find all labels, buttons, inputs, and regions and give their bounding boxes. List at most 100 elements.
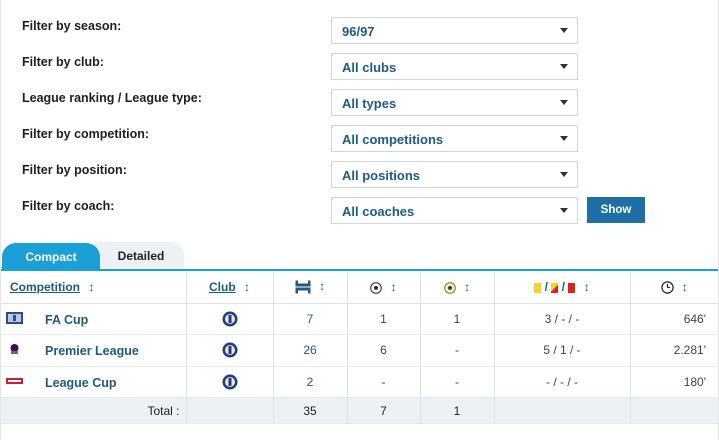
table-row: League Cup 2 - - - / - / - 180' xyxy=(1,366,718,398)
sort-icon[interactable]: ↕ xyxy=(583,279,590,294)
club-crest-icon xyxy=(222,311,237,327)
minutes-cell: 646' xyxy=(683,311,706,326)
competition-link[interactable]: Premier League xyxy=(45,344,139,358)
red-card-icon xyxy=(568,282,576,293)
club-header-label[interactable]: Club xyxy=(208,279,236,294)
cards-header[interactable]: / / ↕ xyxy=(494,271,631,303)
competition-cell[interactable]: FA Cup xyxy=(1,303,187,335)
tab-compact[interactable]: Compact xyxy=(2,243,100,270)
competition-select-value: All competitions xyxy=(342,132,444,147)
competition-header[interactable]: Competition ↕ xyxy=(1,271,187,303)
goals-cell: 6 xyxy=(347,334,421,366)
total-label: Total : xyxy=(1,397,187,424)
chevron-down-icon xyxy=(560,64,568,69)
filter-coach-label: Filter by coach: xyxy=(22,199,115,213)
appearances-value[interactable]: 2 xyxy=(306,374,314,389)
season-select-value: 96/97 xyxy=(342,24,375,39)
minutes-cell: 2.281' xyxy=(673,343,706,358)
total-cards-cell xyxy=(494,397,631,424)
total-row: Total : 35 7 1 xyxy=(1,397,718,424)
tab-detailed[interactable]: Detailed xyxy=(86,242,184,270)
appearances-icon xyxy=(294,280,311,294)
sort-icon[interactable]: ↕ xyxy=(319,279,326,294)
appearances-cell[interactable]: 26 xyxy=(273,334,348,366)
competition-header-label[interactable]: Competition xyxy=(10,279,80,294)
fa-cup-logo xyxy=(6,311,23,324)
total-goals: 7 xyxy=(347,397,421,424)
assists-cell: 1 xyxy=(420,303,495,335)
assist-ball-icon xyxy=(444,281,456,294)
club-select[interactable]: All clubs xyxy=(331,53,578,80)
panel-border-left xyxy=(0,0,1,440)
tab-detailed-label: Detailed xyxy=(117,249,165,263)
coach-select-value: All coaches xyxy=(342,204,415,219)
filter-club-label: Filter by club: xyxy=(22,55,104,69)
goals-header[interactable]: ↕ xyxy=(347,271,421,303)
total-minutes-cell xyxy=(630,398,718,424)
position-select[interactable]: All positions xyxy=(331,161,578,188)
cards-cell: 5 / 1 / - xyxy=(494,334,631,366)
competition-cell[interactable]: League Cup xyxy=(1,366,187,398)
assists-cell: - xyxy=(420,334,495,366)
stats-table: Competition ↕ Club ↕ ↕ xyxy=(1,271,718,424)
ball-icon xyxy=(370,281,383,294)
coach-select[interactable]: All coaches xyxy=(331,197,578,224)
league-type-select[interactable]: All types xyxy=(331,89,578,116)
sort-icon[interactable]: ↕ xyxy=(681,279,688,294)
premier-league-logo xyxy=(6,343,23,355)
appearances-header[interactable]: ↕ xyxy=(273,271,348,303)
table-row: FA Cup 7 1 1 3 / - / - 646' xyxy=(1,303,718,335)
minutes-header[interactable]: ↕ xyxy=(630,271,718,303)
sort-icon[interactable]: ↕ xyxy=(88,279,95,294)
sort-icon[interactable]: ↕ xyxy=(390,279,397,294)
total-club-cell xyxy=(186,397,274,424)
filter-competition-label: Filter by competition: xyxy=(22,127,150,141)
assists-cell: - xyxy=(420,366,495,398)
league-type-select-value: All types xyxy=(342,96,397,111)
second-yellow-card-icon xyxy=(551,282,559,293)
appearances-cell[interactable]: 7 xyxy=(273,303,348,335)
club-crest-icon xyxy=(222,374,237,390)
chevron-down-icon xyxy=(560,28,568,33)
appearances-value[interactable]: 7 xyxy=(306,311,314,326)
club-select-value: All clubs xyxy=(342,60,397,75)
season-select[interactable]: 96/97 xyxy=(331,17,578,44)
show-button[interactable]: Show xyxy=(587,197,645,223)
competition-link[interactable]: FA Cup xyxy=(45,312,89,327)
total-appearances: 35 xyxy=(273,397,348,424)
goals-cell: - xyxy=(347,366,421,398)
goals-cell: 1 xyxy=(347,303,421,335)
club-cell[interactable] xyxy=(186,366,274,398)
club-cell[interactable] xyxy=(186,303,274,335)
position-select-value: All positions xyxy=(342,168,420,183)
assists-header[interactable]: ↕ xyxy=(420,271,495,303)
club-cell[interactable] xyxy=(186,334,274,366)
filter-season-label: Filter by season: xyxy=(22,19,122,33)
tab-compact-label: Compact xyxy=(25,249,77,264)
clock-icon xyxy=(660,281,674,294)
league-cup-logo xyxy=(6,377,23,384)
competition-select[interactable]: All competitions xyxy=(331,125,578,152)
appearances-value[interactable]: 26 xyxy=(303,343,317,358)
chevron-down-icon xyxy=(560,208,568,213)
sort-icon[interactable]: ↕ xyxy=(244,279,250,294)
table-row: Premier League 26 6 - 5 / 1 / - 2.281' xyxy=(1,334,718,366)
competition-link[interactable]: League Cup xyxy=(45,375,117,390)
cards-cell: 3 / - / - xyxy=(494,303,631,335)
total-assists: 1 xyxy=(420,397,495,424)
cards-cell: - / - / - xyxy=(494,366,631,398)
table-header-row: Competition ↕ Club ↕ ↕ xyxy=(1,271,718,303)
chevron-down-icon xyxy=(560,100,568,105)
minutes-cell: 180' xyxy=(683,374,706,389)
sort-icon[interactable]: ↕ xyxy=(464,279,471,294)
appearances-cell[interactable]: 2 xyxy=(273,366,348,398)
chevron-down-icon xyxy=(560,136,568,141)
chevron-down-icon xyxy=(560,172,568,177)
club-header[interactable]: Club ↕ xyxy=(186,271,274,303)
club-crest-icon xyxy=(222,342,237,358)
tab-underline xyxy=(1,269,718,271)
filter-position-label: Filter by position: xyxy=(22,163,127,177)
cards-separator: / xyxy=(544,279,548,294)
competition-cell[interactable]: Premier League xyxy=(1,334,187,366)
